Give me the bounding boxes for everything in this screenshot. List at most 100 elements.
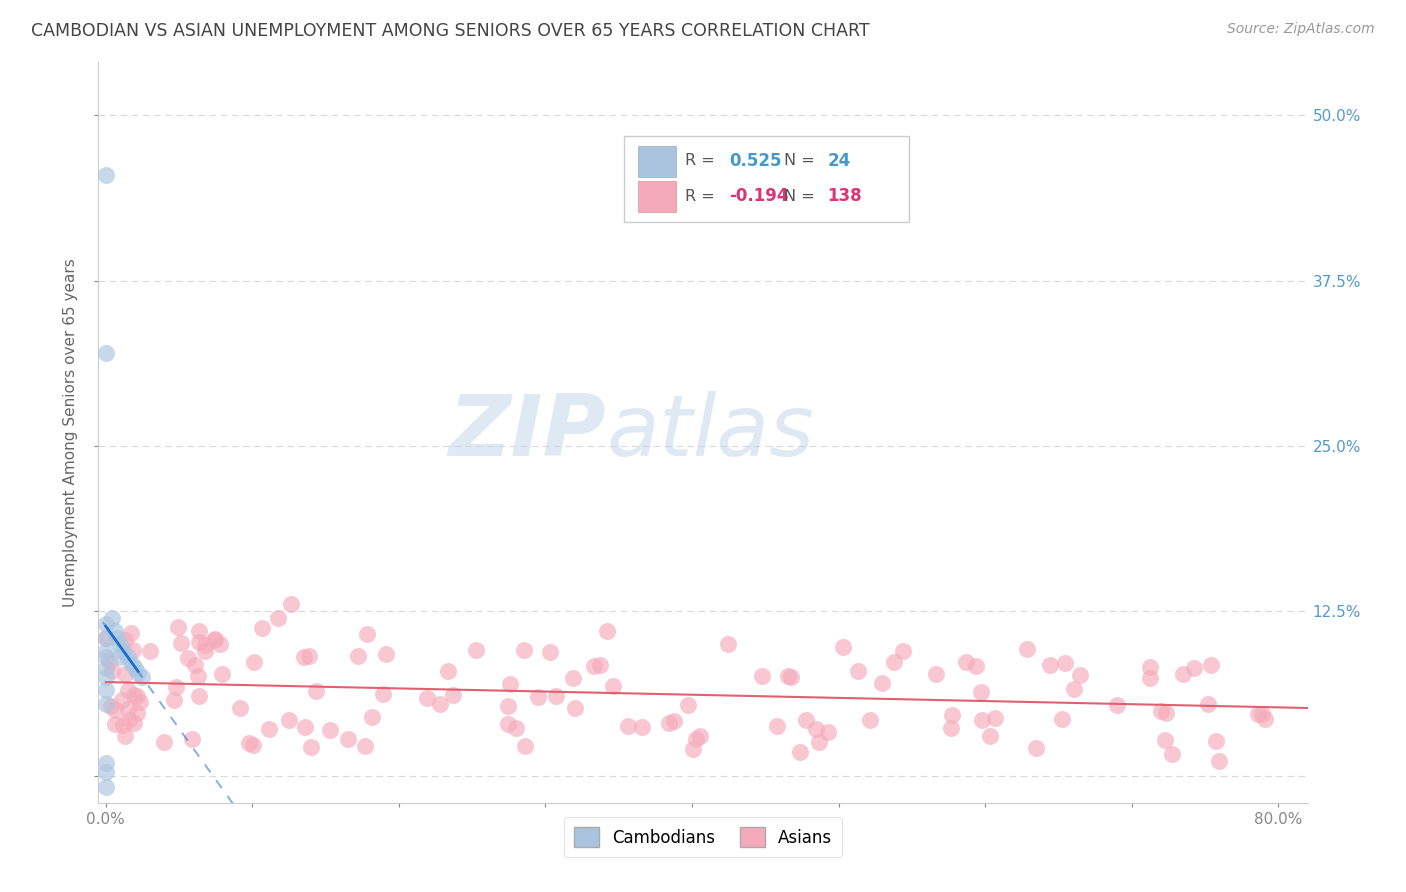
Point — [188, 634, 211, 648]
Point — [527, 690, 550, 705]
Point — [965, 659, 987, 673]
Y-axis label: Unemployment Among Seniors over 65 years: Unemployment Among Seniors over 65 years — [63, 259, 79, 607]
Point — [208, 637, 231, 651]
Point — [846, 664, 869, 678]
Point — [1160, 747, 1182, 761]
Point — [118, 713, 141, 727]
Point — [832, 640, 855, 655]
Point — [94, 644, 117, 658]
Text: Source: ZipAtlas.com: Source: ZipAtlas.com — [1227, 22, 1375, 37]
Text: 24: 24 — [828, 152, 851, 169]
Text: atlas: atlas — [606, 391, 814, 475]
Point — [242, 738, 264, 752]
Point — [139, 644, 162, 658]
Point — [794, 713, 817, 727]
Point — [505, 721, 527, 735]
Point — [94, 756, 117, 771]
Point — [347, 648, 370, 663]
Text: R =: R = — [685, 189, 720, 204]
Point — [870, 676, 893, 690]
Point — [97, 654, 120, 668]
Point — [465, 643, 488, 657]
Point — [1254, 712, 1277, 726]
Point — [664, 714, 686, 729]
Point — [294, 720, 316, 734]
Point — [122, 715, 145, 730]
Point — [883, 656, 905, 670]
Point — [103, 703, 125, 717]
Point — [110, 650, 132, 665]
Point — [250, 621, 273, 635]
Point — [373, 687, 395, 701]
Point — [257, 722, 280, 736]
Point — [94, 346, 117, 360]
Point — [127, 666, 149, 681]
Point — [1139, 660, 1161, 674]
Point — [176, 650, 198, 665]
FancyBboxPatch shape — [638, 146, 676, 178]
Point — [170, 636, 193, 650]
Point — [238, 736, 260, 750]
Point — [631, 720, 654, 734]
Point — [94, 168, 117, 182]
Point — [194, 643, 217, 657]
Point — [94, 765, 117, 780]
Text: 0.525: 0.525 — [730, 152, 782, 169]
Point — [925, 666, 948, 681]
Point — [94, 650, 117, 665]
Point — [602, 680, 624, 694]
Point — [970, 713, 993, 727]
Point — [94, 617, 117, 632]
Point — [789, 745, 811, 759]
Point — [1063, 681, 1085, 696]
Point — [111, 693, 134, 707]
Text: R =: R = — [685, 153, 720, 169]
Point — [229, 701, 252, 715]
Point — [127, 689, 149, 703]
Point — [100, 699, 122, 714]
Point — [117, 682, 139, 697]
Point — [1173, 666, 1195, 681]
Point — [682, 742, 704, 756]
Point — [94, 780, 117, 794]
Point — [354, 739, 377, 753]
Point — [583, 658, 606, 673]
FancyBboxPatch shape — [638, 181, 676, 212]
Point — [1197, 698, 1219, 712]
Point — [114, 633, 136, 648]
Point — [94, 661, 117, 675]
Point — [1015, 641, 1038, 656]
Point — [1154, 706, 1177, 721]
Point — [117, 702, 139, 716]
Point — [114, 667, 136, 681]
Point — [183, 657, 205, 672]
Point — [280, 598, 302, 612]
Point — [194, 638, 217, 652]
Point — [124, 661, 146, 675]
Point — [859, 713, 882, 727]
Point — [1251, 706, 1274, 721]
Legend: Cambodians, Asians: Cambodians, Asians — [564, 817, 842, 857]
Point — [356, 627, 378, 641]
Point — [94, 697, 117, 711]
Point — [676, 698, 699, 712]
Point — [589, 658, 612, 673]
Point — [685, 731, 707, 746]
Text: N =: N = — [785, 189, 820, 204]
Point — [112, 644, 135, 658]
Point — [804, 722, 827, 736]
Point — [751, 669, 773, 683]
Text: CAMBODIAN VS ASIAN UNEMPLOYMENT AMONG SENIORS OVER 65 YEARS CORRELATION CHART: CAMBODIAN VS ASIAN UNEMPLOYMENT AMONG SE… — [31, 22, 869, 40]
Point — [211, 666, 233, 681]
Point — [562, 671, 585, 685]
Point — [1038, 657, 1060, 672]
Point — [429, 698, 451, 712]
Point — [204, 632, 226, 646]
Point — [970, 685, 993, 699]
Point — [817, 725, 839, 739]
Point — [779, 670, 801, 684]
Point — [1205, 733, 1227, 747]
Point — [163, 693, 186, 707]
Point — [278, 713, 301, 727]
Point — [120, 626, 142, 640]
